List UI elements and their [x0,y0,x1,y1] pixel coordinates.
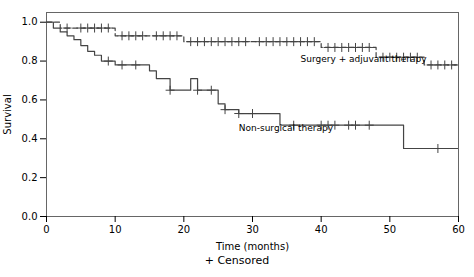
svg-text:60: 60 [452,224,465,235]
svg-text:40: 40 [315,224,328,235]
svg-text:0.4: 0.4 [22,133,38,144]
svg-text:0.6: 0.6 [22,94,38,105]
html-text:+ Censored: + Censored [204,254,270,267]
svg-text:10: 10 [109,224,122,235]
svg-text:Surgery + adjuvant therapy: Surgery + adjuvant therapy [301,54,428,64]
svg-text:Non-surgical therapy: Non-surgical therapy [239,123,334,133]
svg-text:Survival: Survival [2,94,13,134]
svg-text:30: 30 [246,224,259,235]
svg-text:0: 0 [43,224,49,235]
svg-text:20: 20 [177,224,190,235]
svg-text:Time (months): Time (months) [215,241,289,252]
svg-text:0.2: 0.2 [22,172,38,183]
svg-text:0.8: 0.8 [22,55,38,66]
svg-text:50: 50 [383,224,396,235]
svg-text:0.0: 0.0 [22,211,38,222]
svg-text:1.0: 1.0 [22,16,38,27]
